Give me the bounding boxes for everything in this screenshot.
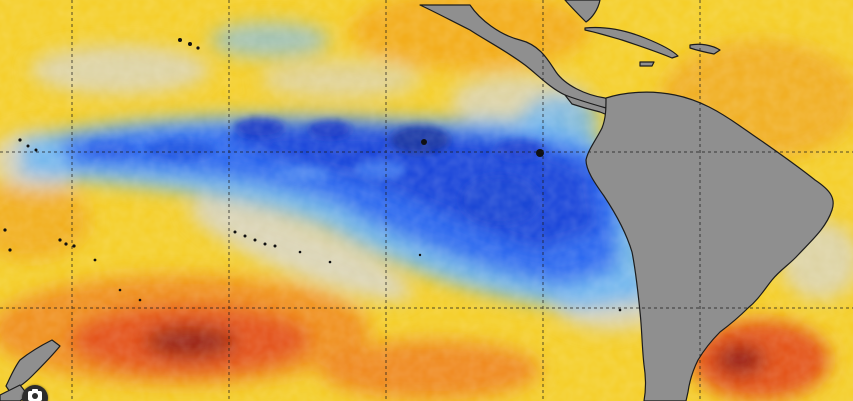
camera-icon[interactable]	[22, 385, 48, 401]
south-america-land	[585, 91, 834, 401]
cuba-island	[584, 26, 679, 59]
land-masses	[0, 0, 834, 401]
new-zealand-land	[5, 339, 61, 393]
jamaica-island	[639, 61, 655, 67]
florida-land	[564, 0, 601, 23]
camera-glyph	[28, 389, 42, 401]
pacific-islands	[3, 38, 622, 312]
